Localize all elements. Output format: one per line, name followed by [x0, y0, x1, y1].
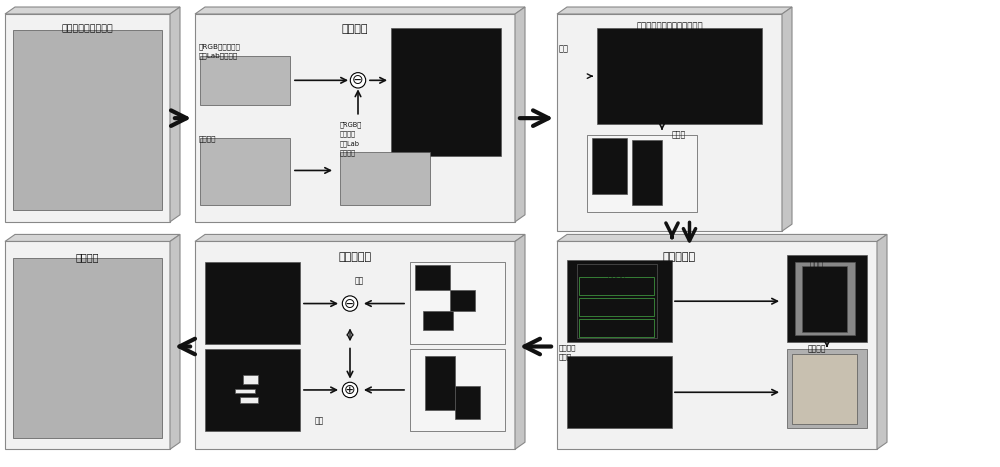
Polygon shape — [5, 7, 180, 14]
Polygon shape — [557, 7, 792, 14]
Bar — [200, 138, 290, 205]
Text: 线扫描: 线扫描 — [810, 260, 824, 269]
Bar — [340, 152, 430, 205]
Text: 视觉显著: 视觉显著 — [342, 24, 368, 34]
Bar — [567, 260, 672, 342]
Polygon shape — [515, 234, 525, 449]
Polygon shape — [195, 234, 525, 241]
Text: 高斯模糊: 高斯模糊 — [199, 135, 216, 142]
Polygon shape — [5, 14, 170, 222]
Polygon shape — [557, 241, 877, 449]
Bar — [787, 349, 867, 428]
Bar — [455, 386, 480, 419]
Bar — [567, 356, 672, 428]
Text: 颜色空间: 颜色空间 — [340, 149, 356, 156]
Bar — [632, 140, 662, 205]
Bar — [391, 28, 501, 156]
Text: 形态学处理: 形态学处理 — [338, 252, 372, 262]
Text: 线扫描填充: 线扫描填充 — [662, 252, 695, 262]
Bar — [579, 277, 654, 295]
Polygon shape — [5, 241, 170, 449]
Polygon shape — [170, 7, 180, 222]
Bar — [587, 135, 697, 212]
Polygon shape — [515, 7, 525, 222]
Text: 色空间转: 色空间转 — [340, 131, 356, 137]
Bar — [802, 266, 847, 332]
Bar — [410, 349, 505, 431]
Bar — [13, 30, 162, 210]
Text: 膨胀: 膨胀 — [355, 276, 364, 286]
Bar — [13, 258, 162, 438]
Bar — [425, 356, 455, 410]
Bar — [235, 389, 255, 393]
Text: 滤波: 滤波 — [559, 44, 569, 53]
Bar — [450, 290, 475, 311]
Bar — [200, 56, 290, 105]
Polygon shape — [195, 7, 525, 14]
Text: 区域提取: 区域提取 — [808, 344, 826, 353]
Bar — [423, 311, 453, 330]
Bar — [597, 28, 762, 124]
Bar — [787, 255, 867, 342]
Text: 变为Lab颜色空间: 变为Lab颜色空间 — [199, 52, 238, 59]
Text: 从RGB颜色空间转: 从RGB颜色空间转 — [199, 43, 241, 50]
Text: 边缘提取: 边缘提取 — [608, 270, 626, 279]
Bar — [579, 319, 654, 337]
Text: 缘提取: 缘提取 — [559, 354, 572, 360]
Polygon shape — [195, 241, 515, 449]
Bar — [205, 262, 300, 344]
Text: 基于显著线扫描形态学的检测: 基于显著线扫描形态学的检测 — [636, 22, 703, 31]
Bar — [795, 262, 855, 335]
Bar — [205, 349, 300, 431]
Bar — [792, 354, 857, 424]
Bar — [577, 264, 657, 338]
Text: 变为Lab: 变为Lab — [340, 140, 360, 147]
Bar — [579, 298, 654, 316]
Polygon shape — [170, 234, 180, 449]
Bar — [592, 138, 627, 194]
Bar — [243, 375, 258, 384]
Polygon shape — [782, 7, 792, 231]
Polygon shape — [557, 14, 782, 231]
Text: 从RGB颜: 从RGB颜 — [340, 121, 362, 128]
Polygon shape — [557, 234, 887, 241]
Text: ⊕: ⊕ — [344, 383, 356, 397]
Text: 二值化: 二值化 — [672, 131, 686, 140]
Text: 硅钢板表面缺陷图像: 硅钢板表面缺陷图像 — [62, 24, 113, 33]
Bar — [415, 265, 450, 290]
Text: ⊖: ⊖ — [344, 297, 356, 311]
Polygon shape — [877, 234, 887, 449]
Text: 结果图像: 结果图像 — [76, 252, 99, 262]
Bar — [410, 262, 505, 344]
Text: 滤波后边: 滤波后边 — [559, 344, 576, 351]
Text: ⊖: ⊖ — [352, 73, 364, 87]
Polygon shape — [5, 234, 180, 241]
Text: 膨胀: 膨胀 — [315, 417, 324, 426]
Polygon shape — [195, 14, 515, 222]
Bar — [240, 397, 258, 403]
